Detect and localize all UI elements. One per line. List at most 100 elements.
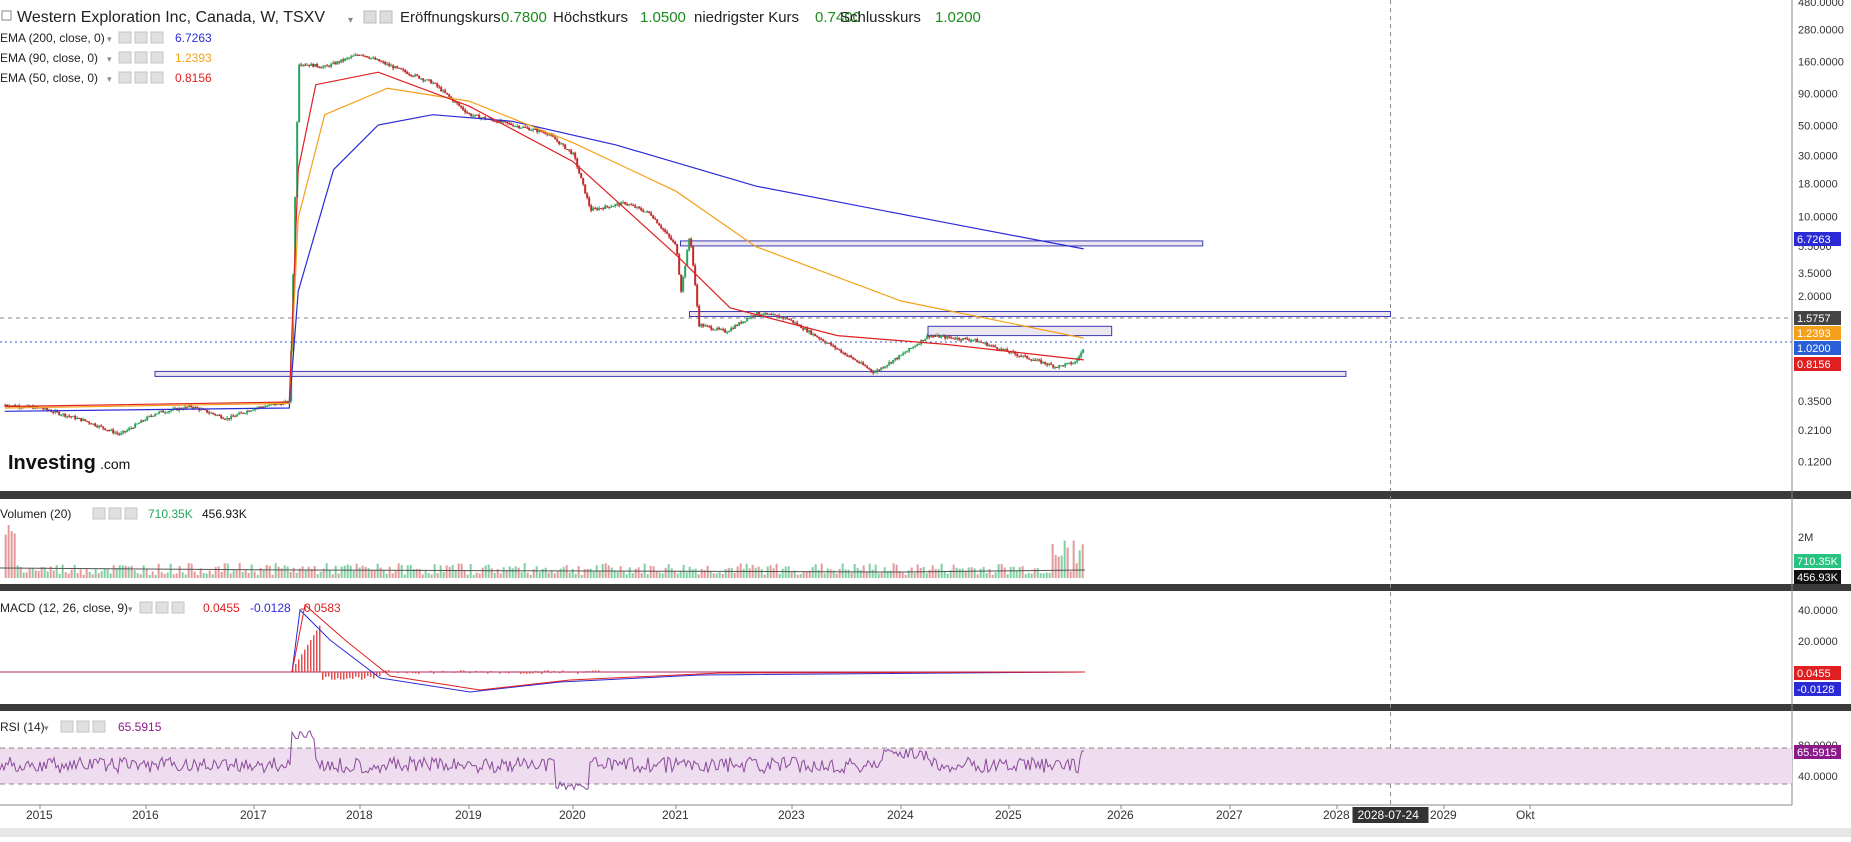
candle-body	[258, 407, 260, 408]
candle-body	[66, 416, 68, 417]
volume-bar	[947, 574, 949, 578]
candle-body	[374, 58, 376, 60]
macd-histogram-bar	[517, 672, 519, 673]
chevron-down-icon: ▾	[348, 15, 353, 26]
volume-bar	[779, 574, 781, 578]
macd-histogram-bar	[547, 670, 549, 672]
candle-body	[764, 313, 766, 315]
settings-icon[interactable]	[151, 72, 163, 83]
candle-body	[848, 356, 850, 357]
volume-bar	[917, 564, 919, 578]
candle-body	[1044, 362, 1046, 364]
volume-bar	[653, 566, 655, 578]
volume-bar	[677, 574, 679, 578]
header-close-value: 1.0200	[935, 9, 981, 26]
settings-icon[interactable]	[156, 602, 168, 613]
x-axis-label: 2029	[1430, 808, 1457, 822]
settings-icon[interactable]	[93, 721, 105, 732]
settings-icon[interactable]	[135, 52, 147, 63]
candle-body	[1050, 364, 1052, 365]
candle-body	[396, 66, 398, 67]
candle-body	[100, 426, 102, 427]
settings-icon[interactable]	[119, 72, 131, 83]
settings-icon[interactable]	[119, 32, 131, 43]
candle-body	[352, 56, 354, 57]
macd-histogram-bar	[541, 672, 543, 674]
volume-bar	[248, 573, 250, 578]
candle-body	[658, 223, 660, 225]
volume-bar	[152, 571, 154, 578]
settings-icon[interactable]	[380, 11, 392, 23]
settings-icon[interactable]	[135, 72, 147, 83]
candle-body	[792, 320, 794, 323]
candle-body	[750, 316, 752, 318]
candle-body	[1064, 364, 1066, 366]
candle-body	[916, 344, 918, 346]
settings-icon[interactable]	[151, 32, 163, 43]
candle-body	[926, 336, 928, 339]
volume-bar	[1025, 574, 1027, 578]
candle-body	[394, 66, 396, 68]
candle-body	[194, 407, 196, 408]
candle-body	[992, 346, 994, 347]
volume-bar	[1052, 544, 1054, 578]
candle-body	[188, 405, 190, 407]
settings-icon[interactable]	[93, 508, 105, 519]
macd-histogram-bar	[328, 672, 330, 676]
x-axis-label: 2020	[559, 808, 586, 822]
x-axis-label: 2021	[662, 808, 689, 822]
volume-bar	[194, 572, 196, 578]
candle-body	[740, 322, 742, 323]
settings-icon[interactable]	[77, 721, 89, 732]
macd-histogram-bar	[316, 630, 318, 672]
volume-bar	[335, 566, 337, 578]
volume-bar	[1058, 557, 1060, 578]
macd-histogram-bar	[523, 672, 525, 673]
macd-histogram-bar	[568, 672, 570, 673]
volume-bar	[500, 573, 502, 578]
macd-histogram-bar	[361, 672, 363, 680]
settings-icon[interactable]	[364, 11, 376, 23]
candle-body	[846, 355, 848, 356]
volume-bar	[764, 575, 766, 578]
candle-body	[472, 116, 474, 117]
candle-body	[248, 411, 250, 412]
candle-body	[766, 313, 768, 314]
candle-body	[788, 319, 790, 320]
settings-icon[interactable]	[61, 721, 73, 732]
candle-body	[324, 65, 326, 66]
collapse-icon[interactable]	[2, 11, 11, 20]
volume-bar	[20, 567, 22, 578]
settings-icon[interactable]	[119, 52, 131, 63]
candle-body	[442, 90, 444, 91]
ema90-label: EMA (90, close, 0)	[0, 51, 98, 65]
volume-bar	[434, 564, 436, 578]
candle-body	[642, 210, 644, 212]
settings-icon[interactable]	[140, 602, 152, 613]
volume-bar	[68, 573, 70, 578]
volume-bar	[242, 572, 244, 578]
volume-bar	[89, 572, 91, 578]
candle-body	[122, 431, 124, 433]
settings-icon[interactable]	[125, 508, 137, 519]
status-bar	[0, 828, 1851, 837]
candle-body	[634, 206, 636, 208]
volume-bar	[365, 567, 367, 578]
candle-body	[566, 149, 568, 150]
volume-bar	[317, 574, 319, 578]
settings-icon[interactable]	[151, 52, 163, 63]
settings-icon[interactable]	[172, 602, 184, 613]
volume-bar	[92, 574, 94, 578]
candle-body	[1078, 356, 1080, 359]
volume-bar	[1067, 548, 1069, 578]
candle-body	[866, 366, 868, 368]
volume-bar	[422, 574, 424, 578]
macd-histogram-bar	[487, 672, 489, 674]
price-tick-label: 90.0000	[1798, 89, 1838, 101]
settings-icon[interactable]	[109, 508, 121, 519]
candle-body	[78, 418, 80, 419]
rsi-label: RSI (14)	[0, 720, 45, 734]
settings-icon[interactable]	[135, 32, 147, 43]
candle-body	[810, 330, 812, 334]
